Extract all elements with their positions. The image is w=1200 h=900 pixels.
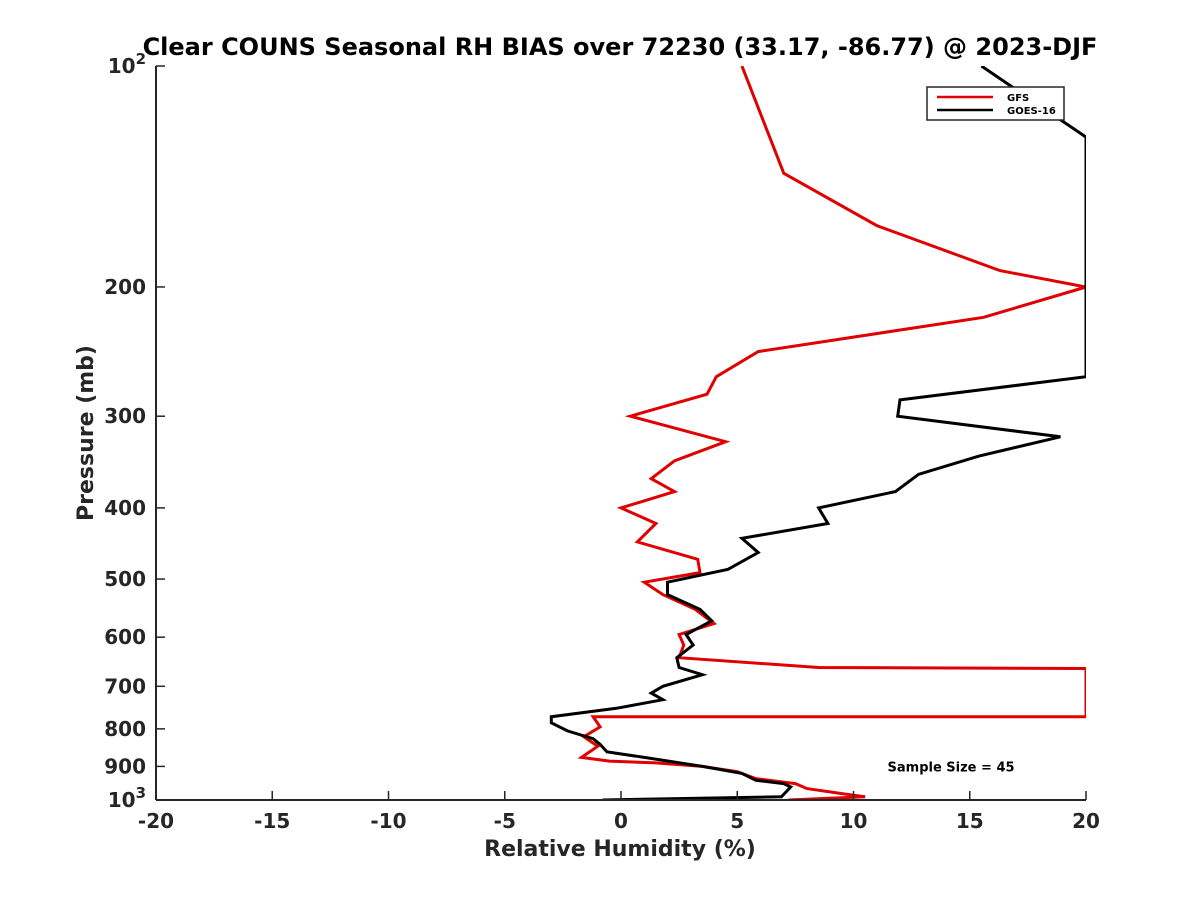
y-tick-label: 800 <box>104 717 146 741</box>
x-tick-label: 20 <box>1072 809 1100 833</box>
series-line-goes-16 <box>549 66 1086 800</box>
y-tick-label: 900 <box>104 754 146 778</box>
sample-size-annotation: Sample Size = 45 <box>888 760 1015 775</box>
legend: GFS GOES-16 <box>926 86 1065 121</box>
legend-label: GFS <box>1007 93 1029 104</box>
x-tick-label: 15 <box>956 809 984 833</box>
y-tick-label: 200 <box>104 275 146 299</box>
y-tick-label: 102 <box>108 50 146 78</box>
chart-title: Clear COUNS Seasonal RH BIAS over 72230 … <box>143 33 1098 61</box>
y-tick-label: 400 <box>104 496 146 520</box>
annotations: Sample Size = 45 <box>888 760 1015 775</box>
x-tick-label: 0 <box>614 809 628 833</box>
y-axis-label: Pressure (mb) <box>74 345 99 521</box>
y-tick-label: 300 <box>104 404 146 428</box>
ticks-layer: -20 -15 -10 -5 0 5 10 15 20 102 200 300 400 500 600 700… <box>104 50 1100 833</box>
legend-box <box>926 86 1065 121</box>
x-tick-label: 5 <box>730 809 744 833</box>
x-tick-label: -20 <box>138 809 174 833</box>
y-tick-label: 600 <box>104 625 146 649</box>
x-tick-label: -10 <box>370 809 406 833</box>
legend-label: GOES-16 <box>1007 106 1056 117</box>
y-tick-label: 700 <box>104 674 146 698</box>
x-tick-label: -5 <box>494 809 516 833</box>
series-layer <box>549 66 1086 800</box>
y-tick-label: 103 <box>108 784 146 812</box>
x-axis-label: Relative Humidity (%) <box>484 837 756 862</box>
x-tick-label: 10 <box>840 809 868 833</box>
y-tick-label: 500 <box>104 567 146 591</box>
x-tick-label: -15 <box>254 809 290 833</box>
